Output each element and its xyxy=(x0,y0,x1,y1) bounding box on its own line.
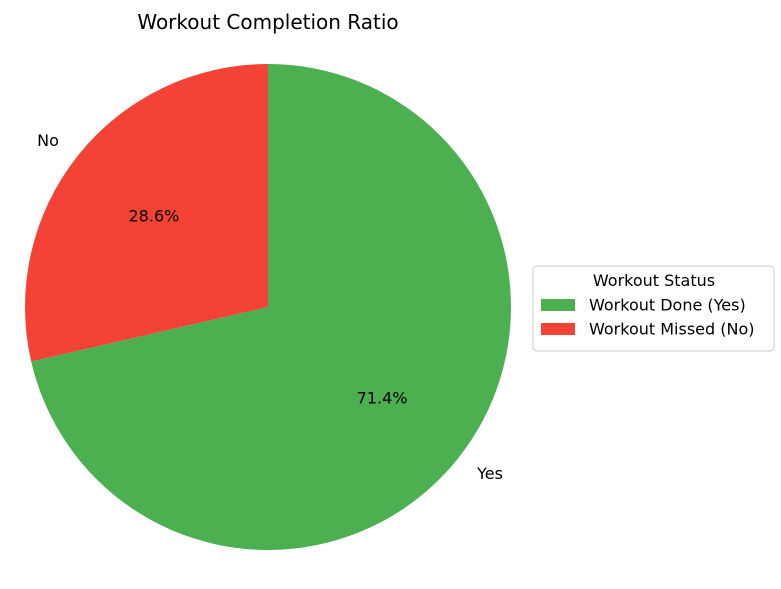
pie-slice-labels: Yes 71.4% No 28.6% xyxy=(37,131,503,483)
legend-swatch-0 xyxy=(541,299,575,311)
pie-slice-yes xyxy=(31,64,511,550)
pie-slices xyxy=(24,64,511,550)
percent-label-yes: 71.4% xyxy=(357,388,408,407)
slice-label-yes: Yes xyxy=(476,464,503,483)
legend-box xyxy=(532,265,775,352)
legend-entry-0: Workout Done (Yes) xyxy=(589,296,746,315)
chart-title: Workout Completion Ratio xyxy=(137,10,398,34)
legend-title: Workout Status xyxy=(593,271,715,290)
slice-label-no: No xyxy=(37,131,59,150)
legend: Workout Status Workout Done (Yes)Workout… xyxy=(532,265,775,352)
legend-swatch-1 xyxy=(541,323,575,335)
legend-entry-1: Workout Missed (No) xyxy=(589,320,754,339)
pie-slice-no xyxy=(24,64,268,362)
legend-entries: Workout Done (Yes) Workout Missed (No) xyxy=(541,296,754,339)
percent-label-no: 28.6% xyxy=(129,207,180,226)
